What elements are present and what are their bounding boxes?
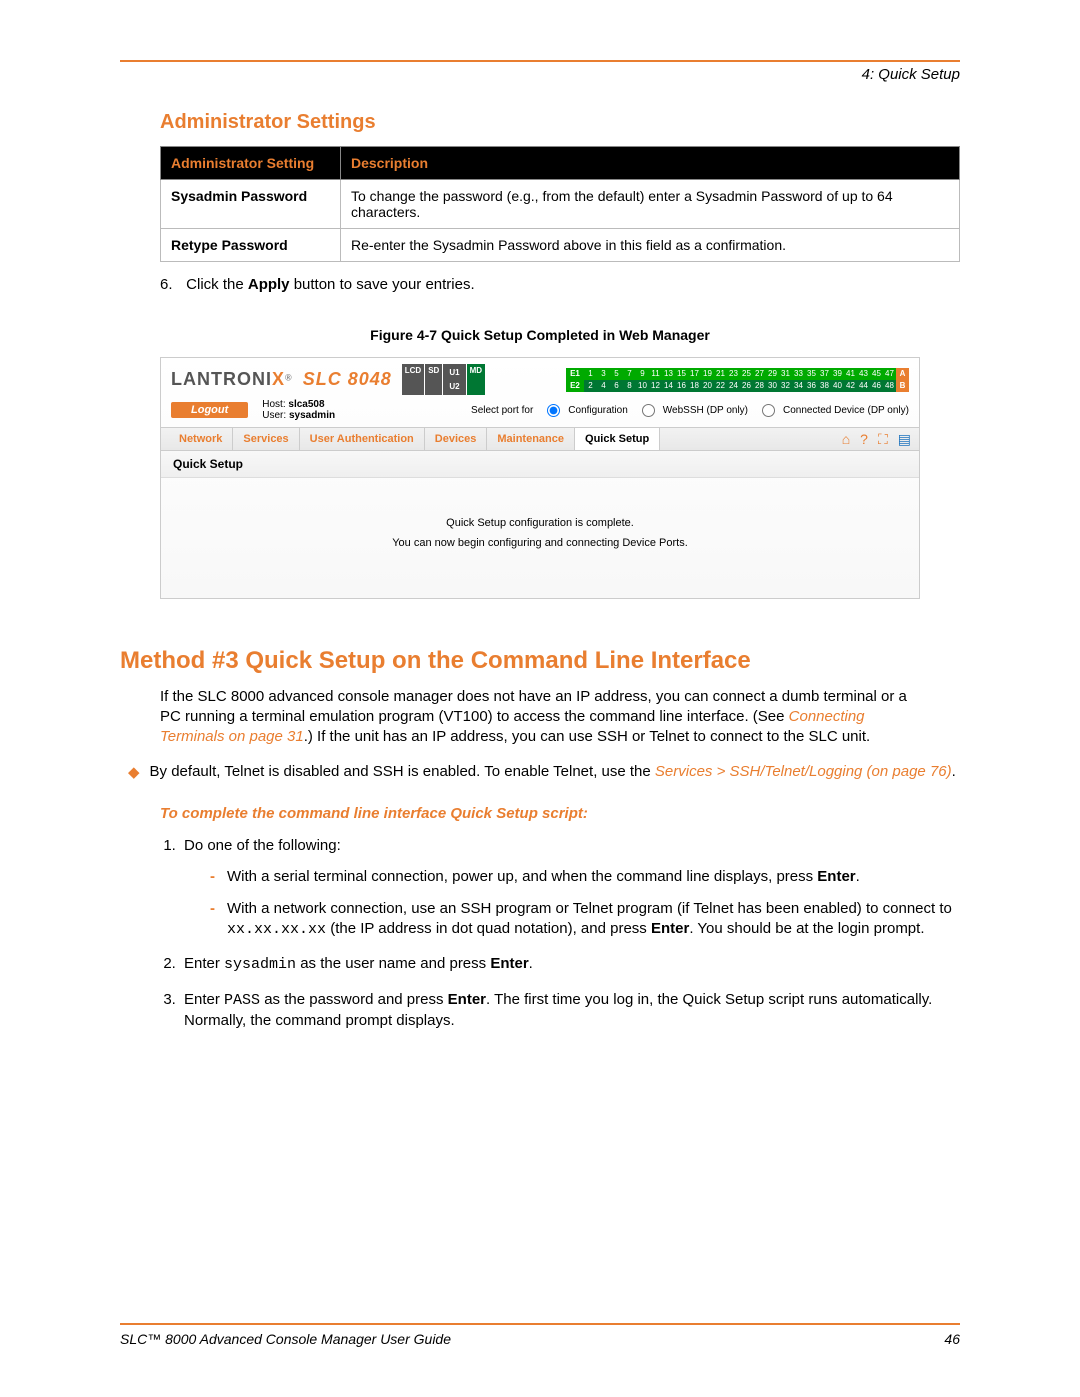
page-footer: SLC™ 8000 Advanced Console Manager User …: [120, 1323, 960, 1347]
enter-key: Enter: [490, 955, 528, 972]
opt-configuration: Configuration: [568, 405, 627, 416]
text: Do one of the following:: [184, 837, 341, 854]
text: .: [952, 763, 956, 780]
figure-caption: Figure 4-7 Quick Setup Completed in Web …: [120, 327, 960, 343]
sub-tab-quick-setup: Quick Setup: [161, 451, 919, 478]
home-icon[interactable]: ⌂: [842, 431, 850, 447]
logout-button[interactable]: Logout: [171, 402, 248, 418]
telnet-note-bullet: ◆ By default, Telnet is disabled and SSH…: [128, 763, 960, 781]
tab-maintenance[interactable]: Maintenance: [487, 428, 575, 450]
admin-settings-table: Administrator Setting Description Sysadm…: [160, 146, 960, 262]
msg-begin: You can now begin configuring and connec…: [161, 534, 919, 554]
text: button to save your entries.: [290, 276, 475, 293]
radio-connected-device[interactable]: [762, 404, 775, 417]
model-label: SLC 8048: [303, 369, 392, 389]
msg-complete: Quick Setup configuration is complete.: [161, 514, 919, 534]
list-icon[interactable]: ▤: [898, 431, 911, 448]
setting-name: Sysadmin Password: [161, 180, 341, 229]
text: .: [529, 955, 533, 972]
setting-desc: To change the password (e.g., from the d…: [341, 180, 960, 229]
step-number: 6.: [160, 276, 182, 293]
step-1a: - With a serial terminal connection, pow…: [210, 867, 960, 887]
cli-script-subheading: To complete the command line interface Q…: [160, 805, 960, 822]
user-label: User:: [262, 410, 286, 421]
dash-icon: -: [210, 899, 215, 941]
opt-connected-device: Connected Device (DP only): [783, 405, 909, 416]
select-port-label: Select port for: [471, 405, 533, 416]
help-icon[interactable]: ?: [860, 431, 868, 447]
text: By default, Telnet is disabled and SSH i…: [150, 763, 655, 780]
text: With a serial terminal connection, power…: [227, 868, 817, 885]
ip-placeholder: xx.xx.xx.xx: [227, 921, 326, 938]
reg-mark: ®: [285, 372, 293, 382]
step-6: 6. Click the Apply button to save your e…: [160, 276, 960, 293]
apply-word: Apply: [248, 276, 290, 293]
tab-services[interactable]: Services: [233, 428, 299, 450]
footer-page-number: 46: [944, 1331, 960, 1347]
fullscreen-icon[interactable]: ⛶: [878, 431, 888, 448]
select-port-row: Select port for Configuration WebSSH (DP…: [471, 404, 909, 417]
lcd-indicators: LCD SD U1 U2 MD: [402, 364, 485, 395]
tab-quick-setup[interactable]: Quick Setup: [575, 428, 660, 450]
port-grid: E113579111315171921232527293133353739414…: [566, 368, 909, 392]
step-2: Enter sysadmin as the user name and pres…: [180, 954, 960, 975]
method3-heading: Method #3 Quick Setup on the Command Lin…: [120, 647, 960, 675]
text: as the user name and press: [296, 955, 490, 972]
enter-key: Enter: [448, 991, 486, 1008]
text: Enter: [184, 955, 224, 972]
nav-tabs: Network Services User Authentication Dev…: [161, 427, 919, 451]
host-info: Host: slca508 User: sysadmin: [262, 399, 335, 421]
opt-webssh: WebSSH (DP only): [663, 405, 748, 416]
step-3: Enter PASS as the password and press Ent…: [180, 990, 960, 1032]
host-value: slca508: [288, 399, 324, 410]
step-1: Do one of the following: - With a serial…: [180, 836, 960, 940]
diamond-bullet-icon: ◆: [128, 763, 140, 781]
text: Click the: [186, 276, 248, 293]
password-value: PASS: [224, 992, 260, 1009]
logo-x: X: [272, 369, 285, 389]
username-value: sysadmin: [224, 956, 296, 973]
setting-name: Retype Password: [161, 229, 341, 262]
page-section-header: 4: Quick Setup: [120, 66, 960, 83]
logo-text: LANTRONI: [171, 369, 272, 389]
text: (the IP address in dot quad notation), a…: [326, 920, 651, 937]
enter-key: Enter: [651, 920, 689, 937]
user-value: sysadmin: [289, 410, 335, 421]
text: .: [856, 868, 860, 885]
footer-title: SLC™ 8000 Advanced Console Manager User …: [120, 1331, 451, 1347]
setting-desc: Re-enter the Sysadmin Password above in …: [341, 229, 960, 262]
step-1b: - With a network connection, use an SSH …: [210, 899, 960, 941]
radio-webssh[interactable]: [642, 404, 655, 417]
table-row: Sysadmin Password To change the password…: [161, 180, 960, 229]
u2-icon: U2: [446, 380, 462, 393]
lcd-icon: LCD: [402, 364, 424, 395]
tab-devices[interactable]: Devices: [425, 428, 488, 450]
web-manager-screenshot: LANTRONIX® SLC 8048 LCD SD U1 U2 MD E113…: [160, 357, 920, 599]
link-ssh-telnet-logging[interactable]: Services > SSH/Telnet/Logging (on page 7…: [655, 763, 952, 780]
text: .) If the unit has an IP address, you ca…: [304, 728, 870, 745]
text: Enter: [184, 991, 224, 1008]
sd-icon: SD: [425, 364, 442, 395]
text: . You should be at the login prompt.: [689, 920, 924, 937]
tab-network[interactable]: Network: [169, 428, 233, 450]
tab-user-auth[interactable]: User Authentication: [300, 428, 425, 450]
lantronix-logo: LANTRONIX® SLC 8048: [171, 369, 392, 390]
text: as the password and press: [260, 991, 448, 1008]
enter-key: Enter: [817, 868, 855, 885]
table-row: Retype Password Re-enter the Sysadmin Pa…: [161, 229, 960, 262]
md-icon: MD: [467, 364, 485, 395]
method3-paragraph: If the SLC 8000 advanced console manager…: [160, 687, 920, 748]
text: With a network connection, use an SSH pr…: [227, 900, 952, 917]
radio-configuration[interactable]: [547, 404, 560, 417]
col-setting: Administrator Setting: [161, 147, 341, 180]
col-description: Description: [341, 147, 960, 180]
u1-icon: U1: [446, 366, 462, 379]
host-label: Host:: [262, 399, 285, 410]
admin-settings-heading: Administrator Settings: [160, 111, 960, 134]
dash-icon: -: [210, 867, 215, 887]
